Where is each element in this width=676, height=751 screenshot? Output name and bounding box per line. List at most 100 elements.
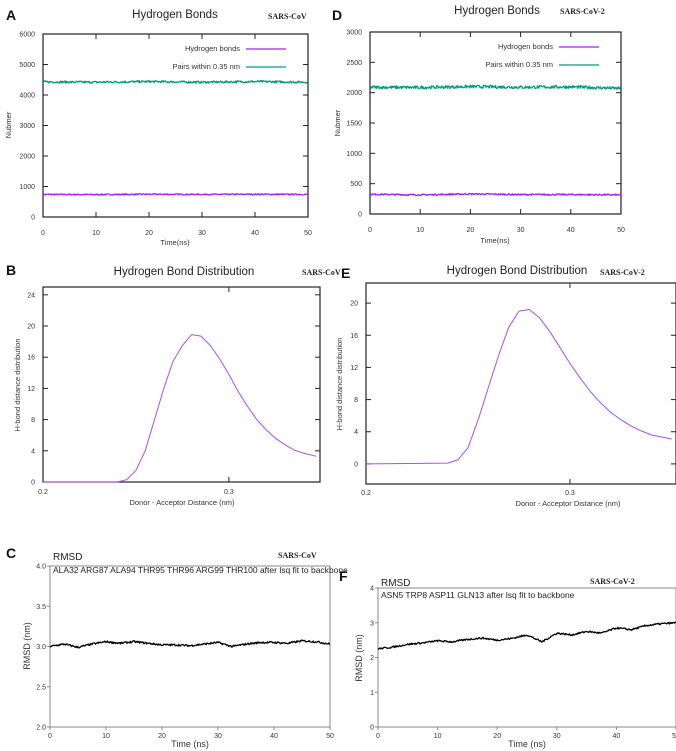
panel-label: A bbox=[6, 7, 16, 23]
y-tick-label: 12 bbox=[350, 365, 358, 372]
y-tick-label: 4.0 bbox=[36, 564, 46, 571]
x-tick-label: 0.2 bbox=[38, 489, 48, 496]
series-line-rmsd bbox=[377, 621, 676, 650]
x-tick-label: 30 bbox=[214, 733, 222, 740]
y-tick-label: 20 bbox=[27, 324, 35, 331]
y-tick-label: 3.0 bbox=[36, 644, 46, 651]
panel-a: 0 10 20 30 40 50 0 1000 2000 3000 4000 5000 6000 A Hyd… bbox=[4, 7, 312, 247]
y-tick-label: 16 bbox=[350, 333, 358, 340]
y-tick-label: 16 bbox=[27, 355, 35, 362]
y-tick-label: 0 bbox=[370, 725, 374, 732]
y-tick-label: 4 bbox=[31, 448, 35, 455]
y-tick-label: 2.0 bbox=[36, 725, 46, 732]
panel-f: 0 10 20 30 40 50 0 1 2 3 4 F RMSD SARS-CoV-2 ASN5 TRP8… bbox=[339, 568, 676, 749]
x-tick-label: 30 bbox=[198, 230, 206, 237]
y-tick-label: 1000 bbox=[346, 151, 362, 158]
x-tick-label: 20 bbox=[145, 230, 153, 237]
y-axis-label: Nubmer bbox=[4, 111, 13, 138]
chart-subtitle: SARS-CoV bbox=[278, 551, 317, 560]
x-tick-label: 0 bbox=[368, 227, 372, 234]
x-axis-label: Time (ns) bbox=[171, 739, 209, 749]
y-axis-label: H-bond distance distribution bbox=[13, 339, 22, 432]
y-tick-label: 24 bbox=[27, 292, 35, 299]
chart-title: Hydrogen Bond Distribution bbox=[447, 265, 588, 277]
y-tick-label: 2.5 bbox=[36, 684, 46, 691]
x-tick-label: 10 bbox=[102, 733, 110, 740]
series-line-hydrogen-bonds bbox=[369, 192, 622, 197]
chart-description: ASN5 TRP8 ASP11 GLN13 after lsq fit to b… bbox=[381, 590, 575, 600]
y-axis-label: RMSD (nm) bbox=[22, 622, 32, 670]
y-axis-label: H-bond distance distribution bbox=[335, 338, 344, 431]
y-tick-label: 3000 bbox=[346, 30, 362, 37]
y-tick-label: 8 bbox=[354, 397, 358, 404]
chart-title: RMSD bbox=[381, 578, 410, 589]
x-tick-label: 30 bbox=[553, 733, 561, 740]
chart-title: Hydrogen Bonds bbox=[132, 9, 218, 21]
panel-label: B bbox=[6, 262, 16, 278]
legend-label: Pairs within 0.35 nm bbox=[172, 62, 240, 71]
x-tick-label: 40 bbox=[613, 733, 621, 740]
x-tick-label: 40 bbox=[251, 230, 259, 237]
chart-description: ALA32 ARG87 ALA94 THR95 THR96 ARG99 THR1… bbox=[53, 565, 348, 575]
x-tick-label: 20 bbox=[493, 733, 501, 740]
x-axis-label: Donor - Acceptor Distance (nm) bbox=[515, 499, 621, 508]
x-tick-label: 50 bbox=[617, 227, 625, 234]
series-line-hydrogen-bonds bbox=[42, 193, 309, 196]
plot-frame bbox=[49, 565, 331, 728]
y-tick-label: 4 bbox=[354, 429, 358, 436]
x-tick-label: 0.3 bbox=[565, 490, 575, 497]
series-line-rmsd bbox=[49, 639, 331, 649]
y-axis-label: RMSD (nm) bbox=[354, 634, 364, 682]
plot-frame bbox=[365, 282, 676, 485]
chart-subtitle: SARS-CoV-2 bbox=[600, 268, 645, 277]
y-tick-label: 0 bbox=[354, 461, 358, 468]
y-tick-label: 0 bbox=[31, 215, 35, 222]
legend-label: Hydrogen bonds bbox=[498, 42, 553, 51]
panel-e: 0.2 0.3 0 4 8 12 16 20 E Hydrogen Bond Distributi… bbox=[335, 265, 676, 508]
y-tick-label: 500 bbox=[350, 181, 362, 188]
chart-subtitle: SARS-CoV-2 bbox=[590, 577, 635, 586]
x-tick-label: 30 bbox=[517, 227, 525, 234]
y-tick-label: 2500 bbox=[346, 60, 362, 67]
y-tick-label: 4 bbox=[370, 586, 374, 593]
x-tick-label: 20 bbox=[158, 733, 166, 740]
y-tick-label: 20 bbox=[350, 301, 358, 308]
x-axis-label: Donor - Acceptor Distance (nm) bbox=[129, 498, 235, 507]
legend-label: Hydrogen bonds bbox=[185, 44, 240, 53]
y-tick-label: 3 bbox=[370, 620, 374, 627]
y-tick-label: 1000 bbox=[19, 184, 35, 191]
panel-c: 0 10 20 30 40 50 2.0 2.5 3.0 3.5 4.0 C RMSD SARS-CoV A… bbox=[6, 545, 348, 749]
x-tick-label: 40 bbox=[567, 227, 575, 234]
y-tick-label: 2 bbox=[370, 655, 374, 662]
y-tick-label: 2000 bbox=[346, 90, 362, 97]
series-line-distribution bbox=[43, 334, 317, 483]
x-tick-label: 10 bbox=[416, 227, 424, 234]
y-axis-label: Nubmer bbox=[333, 109, 342, 136]
chart-subtitle: SARS-CoV-2 bbox=[560, 7, 605, 16]
y-tick-label: 5000 bbox=[19, 62, 35, 69]
x-tick-label: 0 bbox=[41, 230, 45, 237]
chart-subtitle: SARS-CoV bbox=[302, 268, 341, 277]
y-tick-label: 4000 bbox=[19, 93, 35, 100]
x-tick-label: 20 bbox=[467, 227, 475, 234]
chart-title: Hydrogen Bonds bbox=[454, 5, 540, 17]
y-tick-label: 8 bbox=[31, 417, 35, 424]
x-axis-label: Time(ns) bbox=[160, 238, 190, 247]
plot-frame bbox=[42, 286, 321, 483]
y-tick-label: 1500 bbox=[346, 121, 362, 128]
panel-label: F bbox=[339, 568, 348, 584]
y-tick-label: 3.5 bbox=[36, 604, 46, 611]
y-tick-label: 12 bbox=[27, 386, 35, 393]
x-tick-label: 40 bbox=[270, 733, 278, 740]
x-tick-label: 0.2 bbox=[361, 490, 371, 497]
y-tick-label: 0 bbox=[31, 480, 35, 487]
x-tick-label: 0 bbox=[48, 733, 52, 740]
x-tick-label: 0 bbox=[376, 733, 380, 740]
chart-title: Hydrogen Bond Distribution bbox=[114, 266, 255, 278]
series-line-pairs-within-0-35-nm bbox=[369, 84, 622, 90]
x-tick-label: 10 bbox=[92, 230, 100, 237]
x-axis-label: Time (ns) bbox=[508, 739, 546, 749]
y-tick-label: 6000 bbox=[19, 32, 35, 39]
